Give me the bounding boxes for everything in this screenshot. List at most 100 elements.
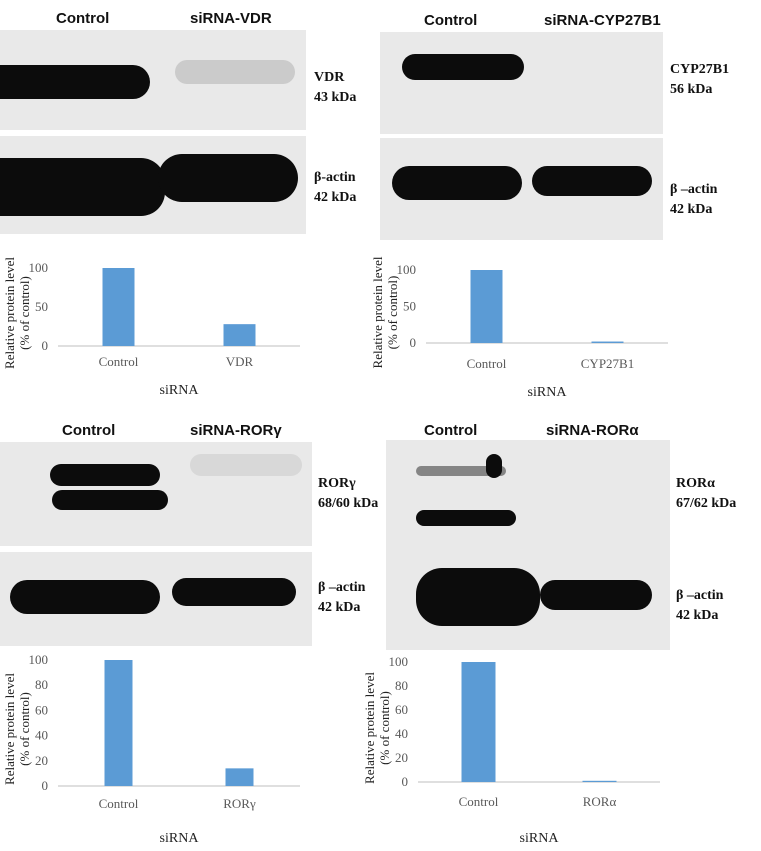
x-tick-label: RORγ — [223, 796, 256, 811]
y-axis-label-line: (% of control) — [377, 691, 392, 765]
band-control-upper — [416, 466, 506, 476]
blot-label-target: VDR 43 kDa — [314, 68, 356, 108]
bar-sirna — [223, 324, 256, 346]
lane-label-sirna: siRNA-VDR — [190, 10, 272, 27]
loading-size: 42 kDa — [318, 600, 361, 615]
lane-label-control: Control — [424, 12, 478, 29]
y-tick-label: 40 — [35, 728, 48, 743]
bar-chart-cyp27b1: 0 50 100 Control CYP27B1 Relative protein lev… — [370, 256, 668, 400]
blot-label-loading: β –actin 42 kDa — [318, 578, 365, 618]
y-tick-label: 20 — [395, 750, 408, 765]
band-sirna — [540, 580, 652, 610]
band-sirna — [532, 166, 652, 196]
bar-control — [461, 662, 496, 782]
blot-vdr — [0, 30, 306, 130]
y-tick-label: 60 — [395, 702, 408, 717]
target-name: CYP27B1 — [670, 62, 730, 77]
blot-actin — [0, 136, 306, 234]
band-control-upper — [50, 464, 160, 486]
x-tick-label: Control — [99, 354, 139, 369]
loading-name: β –actin — [676, 588, 724, 603]
y-axis-label-line: (% of control) — [385, 276, 400, 350]
loading-size: 42 kDa — [676, 608, 719, 623]
y-axis-label-line: (% of control) — [17, 276, 32, 350]
y-tick-label: 80 — [35, 677, 48, 692]
loading-name: β-actin — [314, 170, 356, 185]
lane-label-sirna: siRNA-RORα — [546, 422, 639, 439]
band-control — [392, 166, 522, 200]
y-tick-label: 40 — [395, 726, 408, 741]
lane-label-control: Control — [56, 10, 110, 27]
y-tick-label: 80 — [395, 678, 408, 693]
target-name: RORγ — [318, 476, 356, 491]
x-tick-label: Control — [99, 796, 139, 811]
x-axis-label: siRNA — [528, 385, 568, 400]
band-control — [0, 65, 150, 99]
band-control-lower — [52, 490, 168, 510]
blot-actin — [380, 138, 663, 240]
bar-sirna — [591, 341, 624, 343]
y-axis-label: Relative protein level(% of control) — [2, 257, 32, 369]
x-tick-label: Control — [467, 356, 507, 371]
target-name: RORα — [676, 476, 715, 491]
blot-label-loading: β –actin 42 kDa — [676, 586, 723, 626]
x-axis-label: siRNA — [160, 831, 200, 846]
blot-cyp27b1 — [380, 32, 663, 134]
y-tick-label: 0 — [410, 335, 417, 350]
x-tick-label: VDR — [226, 354, 254, 369]
band-sirna — [172, 578, 296, 606]
blot-label-target: RORγ 68/60 kDa — [318, 474, 378, 514]
bar-control — [104, 660, 133, 786]
bar-sirna — [225, 768, 254, 786]
lane-label-control: Control — [424, 422, 478, 439]
x-axis-label: siRNA — [520, 831, 560, 846]
y-axis-label: Relative protein level(% of control) — [370, 256, 400, 368]
y-tick-label: 100 — [29, 652, 49, 667]
loading-size: 42 kDa — [314, 190, 357, 205]
y-axis-label-line: Relative protein level — [362, 672, 377, 784]
x-axis-label: siRNA — [160, 383, 200, 398]
lane-label-control: Control — [62, 422, 116, 439]
y-tick-label: 0 — [42, 778, 49, 793]
blot-label-loading: β-actin 42 kDa — [314, 168, 356, 208]
y-axis-label-line: Relative protein level — [2, 257, 17, 369]
target-size: 68/60 kDa — [318, 496, 379, 511]
y-tick-label: 50 — [403, 299, 416, 314]
y-tick-label: 20 — [35, 753, 48, 768]
x-tick-label: RORα — [583, 794, 617, 809]
y-axis-label: Relative protein level(% of control) — [362, 672, 392, 784]
band-control — [0, 158, 165, 216]
y-axis-label-line: Relative protein level — [370, 256, 385, 368]
y-axis-label: Relative protein level(% of control) — [2, 673, 32, 785]
y-tick-label: 100 — [397, 262, 417, 277]
band-control — [416, 568, 540, 626]
lane-label-sirna: siRNA-RORγ — [190, 422, 282, 439]
loading-name: β –actin — [670, 182, 718, 197]
bar-chart-vdr: 0 50 100 Control VDR Relative protein level(%… — [2, 257, 300, 398]
band-sirna — [158, 154, 298, 202]
band-sirna — [175, 60, 295, 84]
band-control — [10, 580, 160, 614]
loading-size: 42 kDa — [670, 202, 713, 217]
y-tick-label: 100 — [29, 260, 49, 275]
band-control-spot — [486, 454, 502, 478]
loading-name: β –actin — [318, 580, 366, 595]
target-size: 67/62 kDa — [676, 496, 737, 511]
bar-sirna — [582, 780, 617, 782]
bar-chart-ror-gamma: 0 20 40 60 80 100 Control RORγ Relative protein … — [2, 652, 300, 846]
band-sirna — [190, 454, 302, 476]
y-tick-label: 50 — [35, 299, 48, 314]
band-control — [402, 54, 524, 80]
y-axis-label-line: Relative protein level — [2, 673, 17, 785]
bar-chart-ror-alpha: 0 20 40 60 80 100 Control RORα Relative protein … — [362, 654, 660, 846]
blot-ror-gamma — [0, 442, 312, 546]
blot-actin — [386, 540, 670, 650]
y-tick-label: 100 — [389, 654, 409, 669]
x-tick-label: CYP27B1 — [581, 356, 634, 371]
blot-label-target: RORα 67/62 kDa — [676, 474, 736, 514]
band-control-lower — [416, 510, 516, 526]
blot-actin — [0, 552, 312, 646]
blot-ror-alpha — [386, 440, 670, 540]
y-axis-label-line: (% of control) — [17, 692, 32, 766]
target-size: 56 kDa — [670, 82, 713, 97]
